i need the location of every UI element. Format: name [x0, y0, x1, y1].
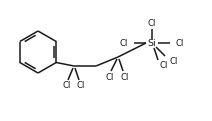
Text: Cl: Cl: [121, 72, 129, 82]
Text: Cl: Cl: [106, 72, 114, 82]
Text: Cl: Cl: [170, 57, 178, 65]
Text: Cl: Cl: [63, 82, 71, 91]
Text: Si: Si: [148, 38, 156, 48]
Text: Cl: Cl: [148, 19, 156, 27]
Text: Cl: Cl: [77, 82, 85, 91]
Text: Cl: Cl: [120, 38, 128, 48]
Text: Cl: Cl: [160, 61, 168, 71]
Text: Cl: Cl: [176, 38, 184, 48]
